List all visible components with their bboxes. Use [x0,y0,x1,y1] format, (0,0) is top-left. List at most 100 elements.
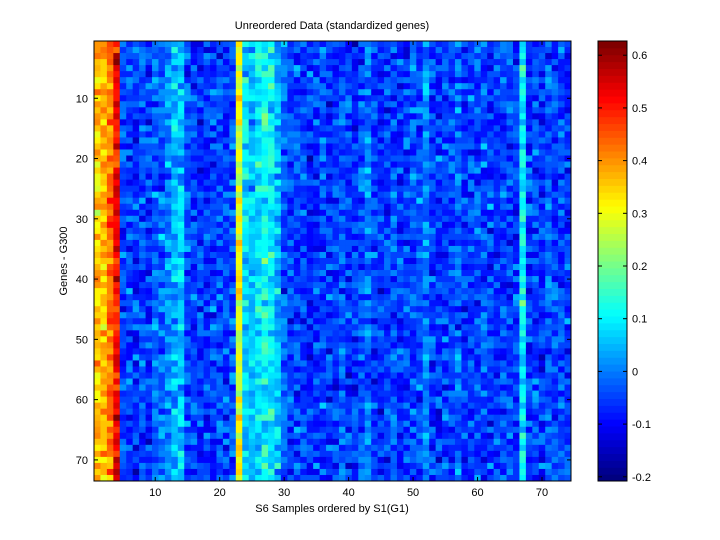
heatmap-cell [164,312,172,319]
heatmap-cell [558,185,565,193]
heatmap-cell [274,366,282,373]
heatmap-cell [448,408,456,416]
heatmap-cell [280,312,288,319]
heatmap-cell [152,384,159,391]
heatmap-cell [364,41,372,48]
heatmap-cell [190,420,198,428]
heatmap-cell [145,294,153,301]
heatmap-cell [448,53,456,60]
heatmap-cell [197,324,204,331]
heatmap-cell [390,161,398,168]
heatmap-cell [396,191,404,199]
heatmap-cell [119,318,127,325]
heatmap-cell [216,197,224,205]
heatmap-cell [203,77,211,84]
heatmap-cell [338,173,346,181]
heatmap-cell [210,282,217,289]
heatmap-cell [351,324,359,331]
heatmap-cell [300,426,308,434]
heatmap-cell [384,270,391,277]
heatmap-cell [364,426,372,434]
heatmap-cell [558,312,565,319]
heatmap-cell [197,179,204,187]
heatmap-cell [326,53,333,60]
heatmap-cell [94,203,101,211]
heatmap-cell [493,101,501,108]
heatmap-cell [371,89,379,96]
heatmap-cell [113,137,121,144]
heatmap-cell [435,77,443,84]
heatmap-cell [158,137,166,144]
heatmap-cell [564,318,572,325]
heatmap-cell [403,221,411,229]
heatmap-cell [197,71,204,78]
heatmap-cell [184,396,192,404]
heatmap-cell [274,420,282,428]
heatmap-cell [416,251,424,259]
heatmap-cell [171,324,179,331]
heatmap-cell [442,155,449,162]
heatmap-cell [345,366,353,373]
heatmap-cell [132,239,140,247]
heatmap-cell [177,95,185,102]
heatmap-cell [132,155,140,162]
heatmap-cell [332,41,340,48]
heatmap-cell [203,270,211,277]
heatmap-cell [442,41,449,48]
heatmap-cell [332,77,340,84]
heatmap-cell [519,77,527,84]
heatmap-cell [416,438,424,446]
heatmap-cell [480,288,488,295]
heatmap-cell [139,53,146,60]
heatmap-cell [493,432,501,440]
heatmap-cell [371,101,379,108]
heatmap-cell [429,276,437,283]
heatmap-cell [332,390,340,398]
heatmap-cell [525,221,533,229]
heatmap-cell [551,221,559,229]
heatmap-cell [442,83,449,90]
heatmap-cell [377,402,385,410]
heatmap-cell [403,354,411,361]
heatmap-cell [487,197,495,205]
heatmap-cell [519,59,527,66]
heatmap-cell [126,408,134,416]
heatmap-cell [119,270,127,277]
heatmap-cell [158,306,166,313]
heatmap-cell [158,101,166,108]
heatmap-cell [467,173,475,181]
heatmap-cell [403,41,411,48]
heatmap-cell [358,185,366,193]
heatmap-cell [255,95,262,102]
heatmap-cell [222,65,230,72]
heatmap-cell [338,179,346,187]
heatmap-cell [390,414,398,422]
heatmap-cell [255,342,262,349]
heatmap-cell [326,101,333,108]
heatmap-cell [171,270,179,277]
heatmap-cell [345,420,353,428]
heatmap-cell [184,251,192,259]
heatmap-cell [222,444,230,452]
heatmap-cell [487,191,495,199]
heatmap-cell [358,197,366,205]
heatmap-cell [532,233,540,241]
heatmap-cell [113,197,121,205]
heatmap-cell [545,342,553,349]
heatmap-cell [119,215,127,223]
heatmap-cell [519,306,527,313]
heatmap-cell [448,414,456,422]
heatmap-cell [538,402,546,410]
heatmap-cell [313,185,321,193]
heatmap-cell [293,264,301,271]
heatmap-cell [532,41,540,48]
heatmap-cell [158,41,166,48]
heatmap-cell [500,282,507,289]
heatmap-cell [409,438,417,446]
heatmap-cell [545,77,553,84]
heatmap-cell [525,324,533,331]
heatmap-cell [338,264,346,271]
heatmap-cell [274,143,282,150]
heatmap-cell [538,288,546,295]
heatmap-cell [396,233,404,241]
